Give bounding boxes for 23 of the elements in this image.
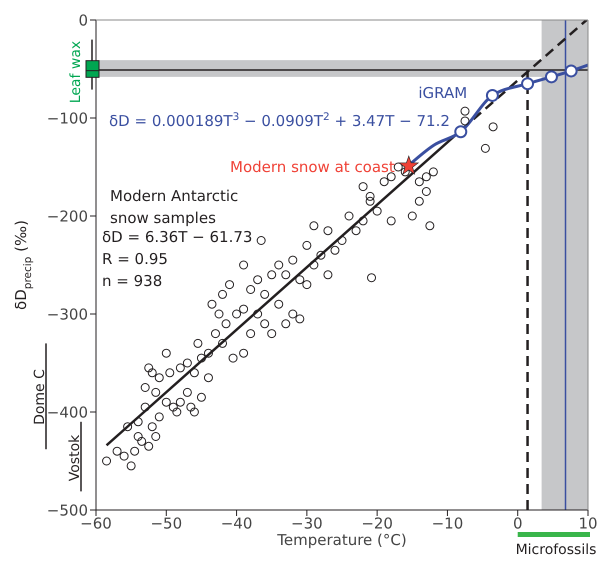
text: Microfossils <box>516 542 596 558</box>
y-tick-label: 0 <box>78 11 88 30</box>
annotation: δD = 0.000189T$^{3}$ − 0.0909T$^{2}$ + 3.47T − 71.2 <box>109 111 450 130</box>
text: Leaf wax <box>68 40 84 104</box>
y-tick-label: −200 <box>46 207 88 226</box>
annotation: δD = 6.36T − 61.73 <box>102 228 252 246</box>
series-label: iGRAM <box>418 84 468 102</box>
text: Dome C <box>32 368 48 425</box>
x-axis-title: Temperature (°C) <box>276 531 407 549</box>
annotation: n = 938 <box>102 272 162 290</box>
y-tick-label: −400 <box>46 403 88 422</box>
x-tick-label: −50 <box>150 514 182 533</box>
series-label: Modern snow at coast <box>230 158 395 176</box>
x-tick-label: −10 <box>432 514 464 533</box>
x-tick-label: −20 <box>361 514 393 533</box>
y-tick-label: −100 <box>46 109 88 128</box>
x-tick-label: 10 <box>578 514 598 533</box>
text: Vostok <box>66 434 83 482</box>
x-tick-label: −40 <box>220 514 252 533</box>
x-tick-label: 0 <box>512 514 522 533</box>
x-tick-label: −30 <box>291 514 323 533</box>
y-tick-label: −300 <box>46 305 88 324</box>
annotation: R = 0.95 <box>102 250 168 268</box>
